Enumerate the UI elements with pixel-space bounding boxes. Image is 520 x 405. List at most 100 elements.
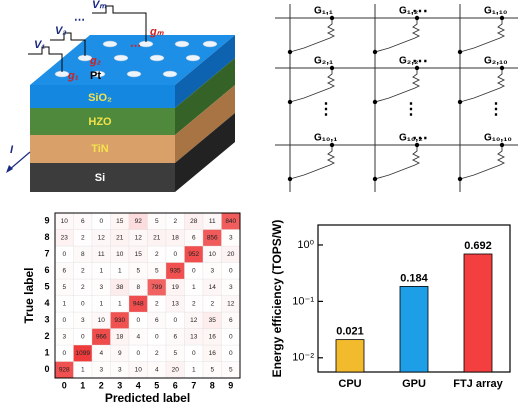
layer-hzo-side bbox=[175, 58, 235, 135]
cell-value: 14 bbox=[209, 284, 217, 291]
bar bbox=[463, 253, 493, 373]
arrow-head bbox=[6, 165, 13, 173]
memristor bbox=[459, 68, 506, 103]
value-label: 0.692 bbox=[464, 240, 492, 252]
cell-value: 6 bbox=[192, 234, 196, 241]
junction bbox=[329, 65, 335, 71]
cell-value: 12 bbox=[135, 234, 143, 241]
junction bbox=[329, 15, 335, 21]
pulse-label: V₂ bbox=[55, 25, 67, 37]
y-tick-label: 5 bbox=[44, 282, 49, 292]
ellipsis: ⋮ bbox=[318, 101, 334, 118]
electrodes bbox=[54, 40, 218, 78]
bar-chart: 10⁻² 10⁻¹ 10⁰ Energy efficiency (TOPS/W) 0.0… bbox=[270, 220, 511, 390]
value-label: 0.021 bbox=[336, 326, 364, 338]
cell-value: 21 bbox=[116, 234, 124, 241]
layer-si bbox=[30, 163, 175, 192]
cell-value: 3 bbox=[229, 284, 233, 291]
cell-value: 16 bbox=[209, 333, 217, 340]
cell-value: 966 bbox=[96, 333, 107, 340]
conductance-label: g₁ bbox=[67, 70, 79, 82]
pulse-wires bbox=[28, 5, 147, 72]
layer-tin bbox=[30, 135, 175, 163]
junction bbox=[414, 65, 420, 71]
memristor bbox=[289, 18, 336, 53]
x-tick-label: 3 bbox=[117, 380, 122, 390]
x-tick-label: 4 bbox=[136, 380, 141, 390]
memristor bbox=[459, 145, 506, 180]
cell-value: 35 bbox=[209, 317, 217, 324]
memristor bbox=[289, 68, 336, 103]
y-axis-label: Energy efficiency (TOPS/W) bbox=[270, 220, 284, 378]
cell-value: 3 bbox=[99, 284, 103, 291]
y-tick-label: 10⁻² bbox=[292, 352, 314, 364]
ellipsis: ⋯ bbox=[412, 3, 428, 20]
memristor bbox=[374, 145, 421, 180]
y-tick-label: 8 bbox=[44, 232, 49, 242]
confusion-matrix: 928 1 3 3 10 4 20 1 5 50 1099 4 9 0 2 5 0 16 03 0 966 18 4 0 6 13… bbox=[22, 212, 241, 405]
cell-label: G₁,₂ bbox=[399, 6, 418, 17]
cell-value: 8 bbox=[81, 251, 85, 258]
x-tick-label: FTJ array bbox=[453, 378, 503, 390]
cell-value: 6 bbox=[155, 317, 159, 324]
layer-label: Pt bbox=[90, 70, 101, 82]
cell-value: 11 bbox=[98, 251, 105, 258]
x-tick-label: 5 bbox=[154, 380, 159, 390]
pulse-dots: ⋯ bbox=[74, 14, 85, 26]
cell-value: 2 bbox=[155, 350, 159, 357]
y-tick-label: 2 bbox=[44, 331, 49, 341]
cell-value: 0 bbox=[192, 267, 196, 274]
cell-value: 5 bbox=[155, 218, 159, 225]
cell-value: 0 bbox=[81, 333, 85, 340]
cell-value: 3 bbox=[81, 317, 85, 324]
junction bbox=[499, 142, 505, 148]
layer-label: SiO₂ bbox=[88, 92, 112, 104]
pulse-label: Vₘ bbox=[92, 0, 107, 11]
cell-label: G₁,₁₀ bbox=[484, 6, 507, 17]
cell-value: 23 bbox=[61, 234, 69, 241]
junction bbox=[457, 176, 463, 182]
cell-value: 799 bbox=[151, 284, 162, 291]
conductance-label: gₘ bbox=[149, 26, 165, 38]
top-face bbox=[30, 35, 235, 85]
cell-value: 9 bbox=[118, 350, 122, 357]
cell-value: 0 bbox=[173, 317, 177, 324]
cell-value: 856 bbox=[207, 234, 218, 241]
cell-value: 5 bbox=[173, 350, 177, 357]
y-tick-label: 7 bbox=[44, 249, 49, 259]
x-tick-label: 8 bbox=[210, 380, 215, 390]
cell-value: 2 bbox=[81, 234, 85, 241]
cell-value: 840 bbox=[225, 218, 236, 225]
cell-value: 928 bbox=[59, 366, 70, 373]
cell-value: 1 bbox=[99, 267, 103, 274]
cell-value: 0 bbox=[229, 333, 233, 340]
y-tick-label: 0 bbox=[44, 364, 49, 374]
cell-value: 18 bbox=[172, 234, 180, 241]
cell-value: 0 bbox=[62, 251, 66, 258]
cell-value: 0 bbox=[173, 251, 177, 258]
cell-value: 6 bbox=[62, 267, 66, 274]
cell-value: 0 bbox=[192, 350, 196, 357]
cell-value: 16 bbox=[209, 350, 217, 357]
cell-label: G₂,₂ bbox=[399, 56, 418, 67]
cell-value: 20 bbox=[227, 251, 235, 258]
cell-value: 1 bbox=[99, 300, 103, 307]
cell-value: 10 bbox=[209, 251, 217, 258]
cell-value: 21 bbox=[153, 234, 161, 241]
ellipsis: ⋮ bbox=[403, 101, 419, 118]
layer-hzo bbox=[30, 108, 175, 135]
cell-value: 1 bbox=[192, 284, 196, 291]
cell-value: 3 bbox=[118, 366, 122, 373]
cell-value: 19 bbox=[172, 284, 180, 291]
cell-value: 10 bbox=[135, 366, 143, 373]
cell-value: 5 bbox=[155, 267, 159, 274]
junction bbox=[372, 176, 378, 182]
memristor bbox=[374, 18, 421, 53]
x-tick-label: 7 bbox=[191, 380, 196, 390]
y-tick-label: 10⁰ bbox=[297, 239, 314, 251]
layer-label: HZO bbox=[88, 116, 112, 128]
ellipsis: ⋯ bbox=[412, 53, 428, 70]
cell-value: 1099 bbox=[76, 350, 91, 357]
cell-value: 3 bbox=[210, 267, 214, 274]
